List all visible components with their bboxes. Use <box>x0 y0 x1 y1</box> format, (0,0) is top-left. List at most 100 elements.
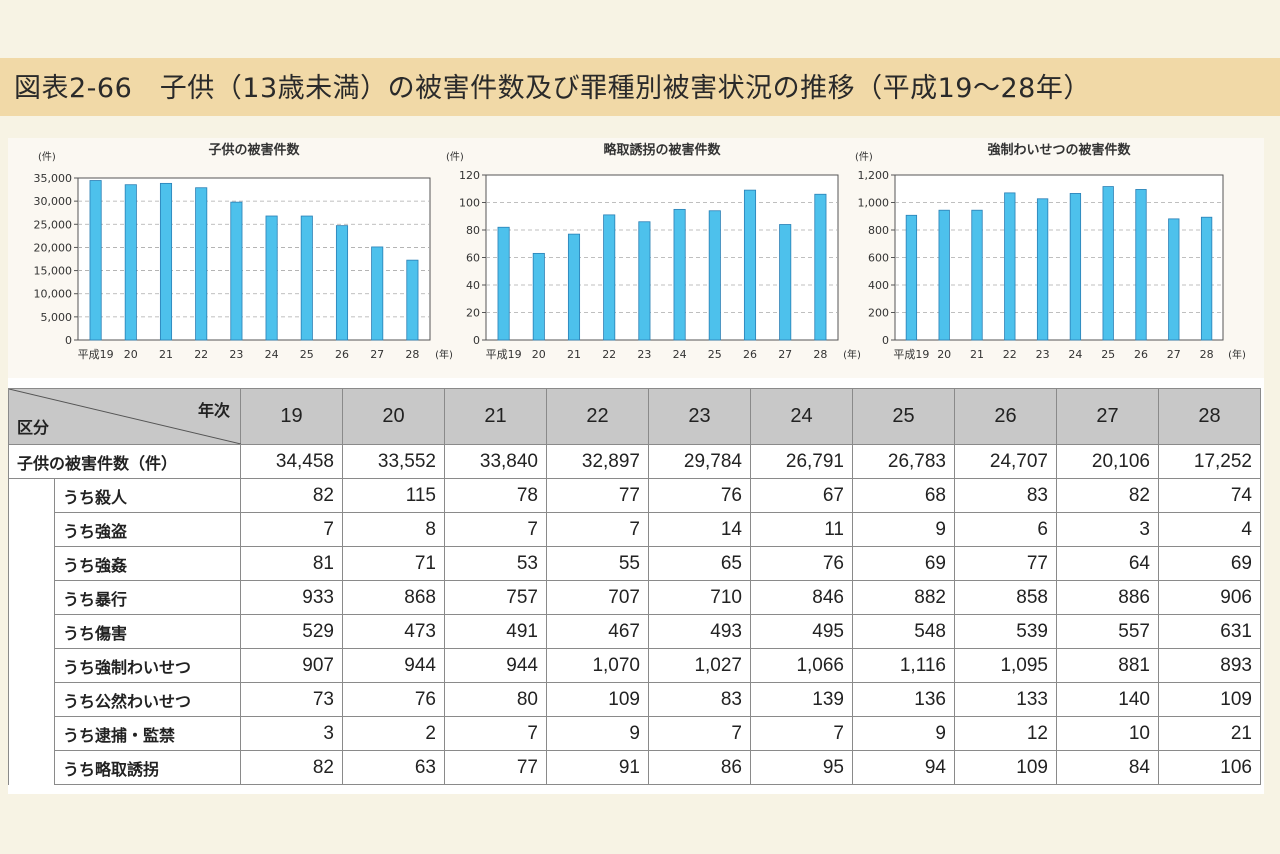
table-cell: 63 <box>342 750 445 785</box>
table-cell: 6 <box>954 512 1057 547</box>
chart-forcible-indecency: 強制わいせつの被害件数 (件) 0 200 400 600 800 1,000 1,200 平成1… <box>855 142 1246 361</box>
bar <box>938 209 950 341</box>
x-tick-label: 26 <box>1134 348 1148 361</box>
bar <box>532 252 545 341</box>
table-cell: 55 <box>546 546 649 581</box>
y-tick-label: 60 <box>466 252 480 265</box>
table-cell: 944 <box>342 648 445 683</box>
table-cell: 69 <box>852 546 955 581</box>
y-tick-label: 400 <box>868 279 889 292</box>
bar <box>406 259 419 341</box>
x-tick-label: 25 <box>708 348 722 361</box>
table-cell: 11 <box>750 512 853 547</box>
chart-title: 強制わいせつの被害件数 <box>987 142 1131 158</box>
x-tick-label: 28 <box>405 348 419 361</box>
table-cell: 69 <box>1158 546 1261 581</box>
bar <box>779 224 792 341</box>
bar <box>159 182 173 341</box>
y-tick-label: 15,000 <box>34 265 73 278</box>
y-tick-label: 35,000 <box>34 172 73 185</box>
table-cell: 84 <box>1056 750 1159 785</box>
bar <box>1135 189 1147 341</box>
table-cell: 3 <box>1056 512 1159 547</box>
table-cell: 906 <box>1158 580 1261 615</box>
chart-kidnapping: 略取誘拐の被害件数 (件) 0 20 40 60 80 100 120 平成19 20 21 22 23 2… <box>446 142 861 361</box>
table-cell: 631 <box>1158 614 1261 649</box>
table-cell: 83 <box>648 682 751 717</box>
table-cell: 886 <box>1056 580 1159 615</box>
y-tick-label: 20 <box>466 307 480 320</box>
x-tick-label: 20 <box>937 348 951 361</box>
table-cell: 1,116 <box>852 648 955 683</box>
x-tick-label: 23 <box>1036 348 1050 361</box>
table-row: うち暴行 933 868 757 707 710 846 882 858 886 906 <box>9 580 1261 615</box>
bar <box>814 193 827 341</box>
row-label: うち略取誘拐 <box>54 750 241 785</box>
table-cell: 846 <box>750 580 853 615</box>
bar <box>335 225 349 341</box>
table-cell: 78 <box>444 478 547 513</box>
x-tick-label: 21 <box>159 348 173 361</box>
table-cell: 933 <box>240 580 343 615</box>
table-cell: 7 <box>648 716 751 751</box>
title-bar <box>0 58 1280 116</box>
table-cell: 944 <box>444 648 547 683</box>
x-tick-label: 24 <box>673 348 687 361</box>
x-tick-label: 27 <box>1167 348 1181 361</box>
table-cell: 133 <box>954 682 1057 717</box>
table-cell: 76 <box>342 682 445 717</box>
table-row: うち強盗 7 8 7 7 14 11 9 6 3 4 <box>9 512 1261 547</box>
table-cell: 9 <box>852 716 955 751</box>
table-cell: 81 <box>240 546 343 581</box>
x-tick-label: 20 <box>124 348 138 361</box>
table-cell: 67 <box>750 478 853 513</box>
year-header: 28 <box>1158 388 1261 445</box>
table-cell: 65 <box>648 546 751 581</box>
y-tick-label: 20,000 <box>34 241 73 254</box>
x-tick-label: 平成19 <box>893 348 929 361</box>
x-unit-label: (年) <box>843 348 861 361</box>
y-unit-label: (件) <box>446 151 464 163</box>
y-tick-label: 100 <box>459 197 480 210</box>
table-cell: 9 <box>546 716 649 751</box>
table-cell: 10 <box>1056 716 1159 751</box>
x-tick-label: 23 <box>637 348 651 361</box>
table-cell: 7 <box>240 512 343 547</box>
y-tick-label: 30,000 <box>34 195 73 208</box>
corner-year-label: 年次 <box>197 403 230 420</box>
x-tick-label: 22 <box>602 348 616 361</box>
x-unit-label: (年) <box>1228 348 1246 361</box>
table-cell: 1,066 <box>750 648 853 683</box>
bar <box>1102 186 1114 341</box>
table-row: 子供の被害件数（件） 34,458 33,552 33,840 32,897 29,784… <box>8 444 1261 479</box>
table-cell: 109 <box>1158 682 1261 717</box>
table-cell: 539 <box>954 614 1057 649</box>
y-unit-label: (件) <box>38 151 56 163</box>
table-cell: 109 <box>954 750 1057 785</box>
x-tick-label: 27 <box>778 348 792 361</box>
table-cell: 1,070 <box>546 648 649 683</box>
bar <box>1036 198 1049 341</box>
table-cell: 757 <box>444 580 547 615</box>
table-cell: 26,791 <box>750 444 853 479</box>
table-cell: 32,897 <box>546 444 649 479</box>
x-tick-label: 21 <box>567 348 581 361</box>
table-cell: 7 <box>444 512 547 547</box>
year-header: 22 <box>546 388 649 445</box>
y-tick-label: 1,200 <box>858 169 890 182</box>
table-header-row: 年次 区分 19 20 21 22 23 24 25 26 27 28 <box>8 388 1261 445</box>
table-cell: 86 <box>648 750 751 785</box>
table-cell: 106 <box>1158 750 1261 785</box>
year-header: 19 <box>240 388 343 445</box>
table-cell: 557 <box>1056 614 1159 649</box>
table-cell: 71 <box>342 546 445 581</box>
table-cell: 548 <box>852 614 955 649</box>
x-tick-label: 23 <box>229 348 243 361</box>
bar <box>673 208 686 341</box>
y-tick-label: 120 <box>459 169 480 182</box>
table-cell: 136 <box>852 682 955 717</box>
table-cell: 82 <box>240 478 343 513</box>
table-cell: 53 <box>444 546 547 581</box>
table-cell: 20,106 <box>1056 444 1159 479</box>
year-header: 24 <box>750 388 853 445</box>
